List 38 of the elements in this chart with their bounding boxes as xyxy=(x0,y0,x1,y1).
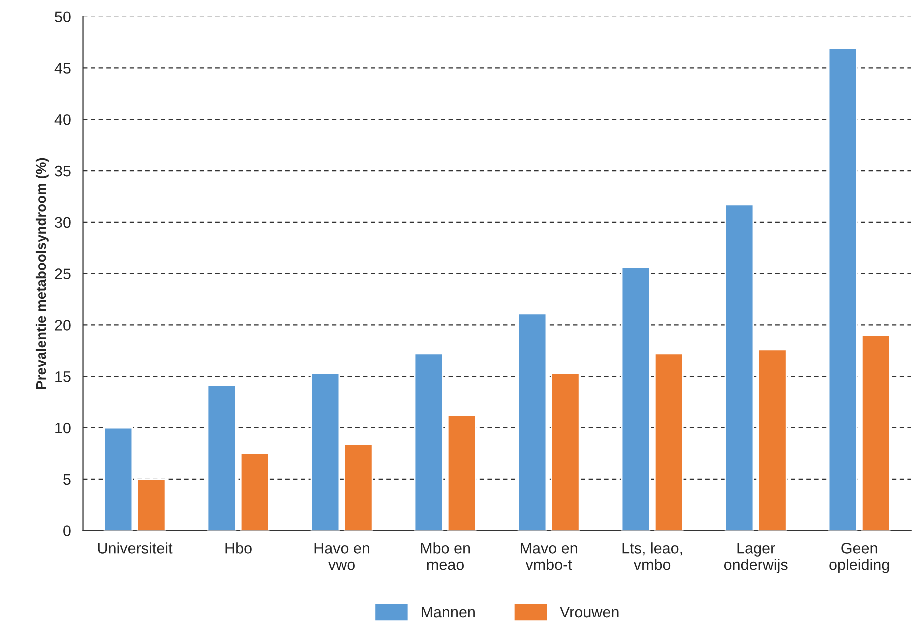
x-tick-label: Universiteit xyxy=(98,542,173,554)
bar xyxy=(758,349,788,531)
bar xyxy=(240,453,270,531)
bar xyxy=(136,478,166,531)
y-tick-label: 10 xyxy=(56,422,71,434)
x-tick-label: Geen opleiding xyxy=(830,543,890,574)
legend-label: Mannen xyxy=(422,607,475,618)
y-tick-label: 45 xyxy=(54,63,71,74)
bar xyxy=(724,204,754,531)
bar xyxy=(207,385,237,531)
x-tick-label: Havo en vwo xyxy=(314,543,370,570)
bar xyxy=(104,427,134,531)
x-tick-label: Lts, leao, vmbo xyxy=(622,542,682,570)
y-tick-label: 15 xyxy=(56,372,71,382)
y-tick-label: 30 xyxy=(55,217,71,228)
y-tick-label: 20 xyxy=(55,320,71,331)
y-tick-label: 50 xyxy=(55,12,71,23)
y-tick-label: 0 xyxy=(64,526,71,536)
bar xyxy=(447,414,477,531)
bar xyxy=(861,334,891,531)
bar xyxy=(654,353,684,531)
x-tick-label: Mavo en vmbo-t xyxy=(521,543,578,570)
y-tick-label: 35 xyxy=(55,166,71,177)
y-tick-label: 40 xyxy=(54,114,71,126)
y-axis-title: Prevalentie metaboolsyndroom (%) xyxy=(36,158,49,390)
y-tick-label: 5 xyxy=(64,474,71,486)
bar xyxy=(414,353,444,531)
x-tick-label: Hbo xyxy=(226,542,252,554)
bar xyxy=(550,372,580,531)
y-tick-label: 25 xyxy=(55,268,71,280)
bar xyxy=(344,444,374,531)
bar xyxy=(310,372,340,531)
legend-label: Vrouwen xyxy=(560,607,619,618)
bar xyxy=(518,313,548,531)
bar xyxy=(828,48,858,531)
x-tick-label: Lager onderwijs xyxy=(724,543,788,574)
x-tick-label: Mbo en meao xyxy=(421,542,470,570)
bar xyxy=(621,266,651,531)
